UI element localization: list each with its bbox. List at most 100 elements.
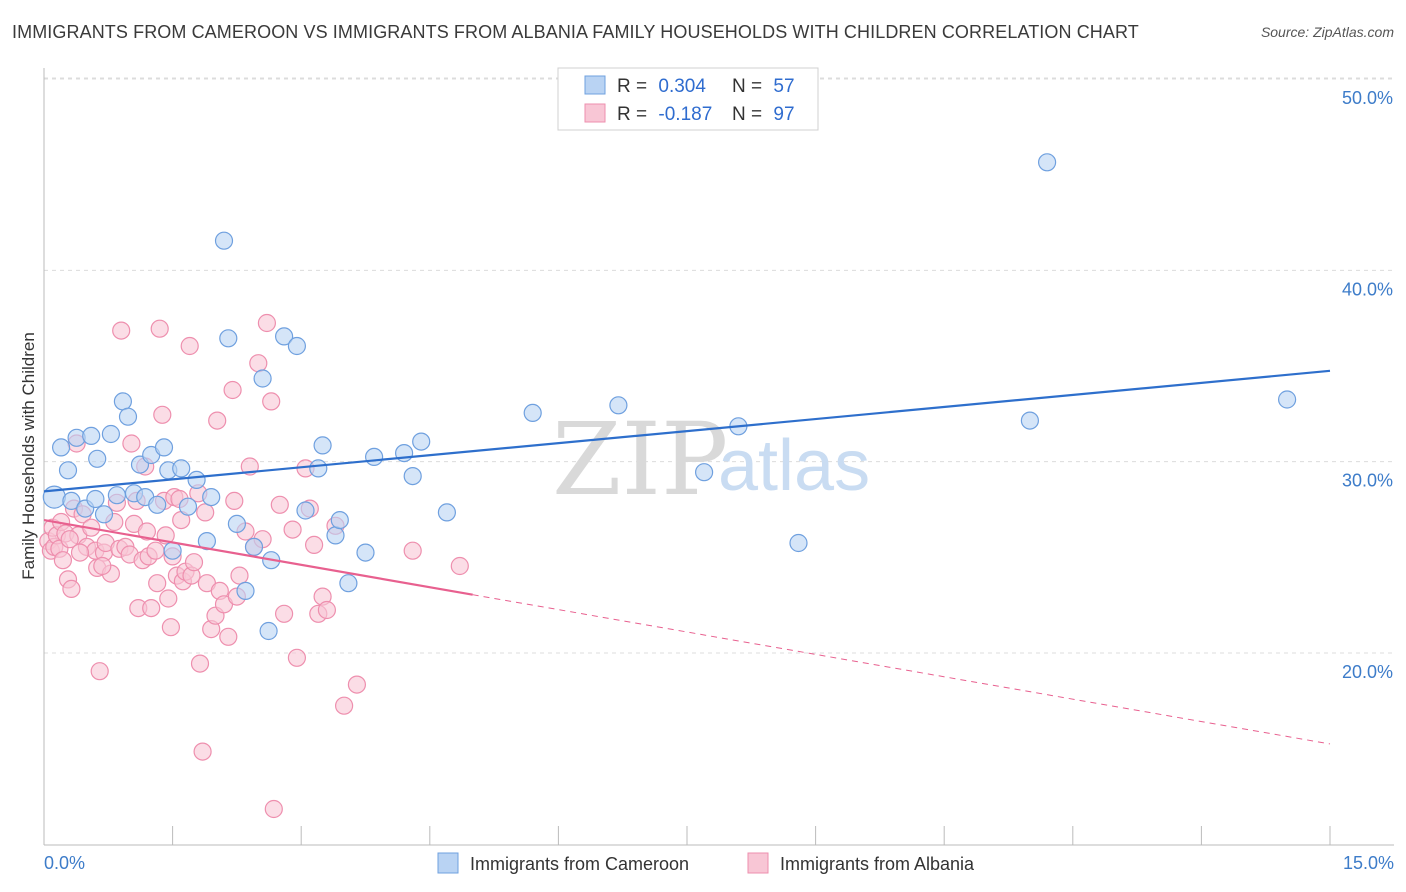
stats-legend: R = 0.304 N = 57 R = -0.187 N = 97 — [557, 67, 819, 131]
legend-n-value: 57 — [773, 76, 794, 97]
cameroon-point — [287, 336, 306, 356]
albania-point — [264, 799, 283, 819]
cameroon-point — [309, 459, 328, 478]
albania-point — [62, 579, 81, 599]
cameroon-point — [523, 403, 542, 422]
albania-point — [148, 574, 167, 593]
legend-swatch-albania — [584, 103, 606, 123]
albania-point — [190, 654, 210, 673]
albania-point — [403, 541, 422, 560]
cameroon-point — [154, 438, 174, 457]
legend-row-cameroon: R = 0.304 N = 57 — [617, 76, 795, 97]
cameroon-point — [214, 231, 234, 250]
cameroon-point — [244, 537, 264, 557]
albania-point — [305, 535, 324, 555]
cameroon-point — [101, 424, 121, 444]
cameroon-point — [51, 438, 71, 457]
legend-r-label: R = — [617, 104, 647, 125]
albania-point — [225, 491, 244, 510]
cameroon-point — [313, 436, 332, 455]
albania-point — [249, 354, 268, 373]
cameroon-point — [219, 329, 238, 348]
albania-point — [335, 696, 354, 715]
cameroon-point — [227, 514, 246, 534]
watermark: ZIP atlas — [552, 401, 870, 518]
y-tick-label: 20.0% — [1342, 662, 1393, 682]
albania-point — [150, 319, 169, 338]
cameroon-point — [330, 510, 349, 530]
cameroon-point — [118, 407, 138, 426]
legend-row-albania: R = -0.187 N = 97 — [617, 104, 795, 125]
albania-point — [60, 530, 79, 549]
legend-n-label: N = — [732, 76, 762, 97]
cameroon-trend-line — [43, 369, 1331, 493]
cameroon-point — [1037, 153, 1057, 172]
source-label: Source: ZipAtlas.com — [1260, 24, 1394, 40]
cameroon-point — [88, 449, 107, 468]
watermark-atlas: atlas — [718, 426, 870, 506]
cameroon-point — [1277, 390, 1297, 409]
albania-point — [93, 556, 112, 576]
albania-trend-line — [43, 518, 473, 596]
trend-lines — [43, 369, 1331, 745]
legend-swatch-cameroon — [584, 75, 606, 95]
cameroon-point — [86, 489, 105, 509]
albania-point — [142, 598, 161, 618]
cameroon-point — [236, 581, 255, 601]
albania-point — [317, 600, 336, 620]
albania-point — [146, 541, 165, 560]
cameroon-point — [107, 486, 127, 505]
albania-point — [137, 522, 156, 541]
albania-point — [230, 566, 249, 585]
albania-point — [193, 742, 212, 761]
cameroon-point — [113, 392, 133, 411]
cameroon-point — [62, 491, 81, 510]
x-ticks — [43, 826, 1331, 845]
cameroon-point — [197, 531, 216, 551]
legend-r-label: R = — [617, 76, 647, 97]
albania-point — [90, 662, 109, 681]
cameroon-point — [163, 541, 182, 560]
cameroon-point — [437, 503, 456, 522]
series-legend-swatch-albania — [747, 852, 769, 874]
albania-point — [70, 543, 90, 562]
albania-point — [53, 551, 73, 570]
y-tick-label: 30.0% — [1342, 471, 1393, 491]
albania-point — [223, 380, 242, 400]
series-legend-swatch-cameroon — [437, 852, 459, 874]
cameroon-point — [94, 505, 114, 524]
series-legend-label-albania: Immigrants from Albania — [780, 854, 975, 874]
cameroon-points — [42, 153, 1297, 641]
legend-r-value: -0.187 — [658, 104, 712, 125]
albania-points — [39, 313, 469, 819]
cameroon-point — [148, 495, 167, 514]
cameroon-point — [789, 533, 808, 553]
cameroon-point — [187, 470, 206, 489]
albania-point — [262, 392, 281, 411]
cameroon-point — [412, 432, 431, 451]
chart-title: IMMIGRANTS FROM CAMEROON VS IMMIGRANTS F… — [12, 22, 1139, 42]
cameroon-point — [202, 488, 221, 507]
cameroon-point — [694, 463, 714, 482]
cameroon-point — [259, 621, 278, 641]
legend-n-label: N = — [732, 104, 762, 125]
albania-point — [122, 434, 141, 453]
axes — [43, 68, 1394, 846]
watermark-zip: ZIP — [552, 401, 728, 518]
cameroon-point — [296, 501, 315, 520]
albania-point — [270, 495, 289, 514]
albania-point — [180, 336, 199, 356]
cameroon-point — [82, 426, 101, 445]
y-tick-labels: 20.0% 30.0% 40.0% 50.0% — [1342, 88, 1393, 682]
albania-point — [450, 556, 469, 576]
albania-trend-line-dashed — [472, 594, 1331, 745]
albania-point — [219, 627, 238, 646]
albania-point — [283, 520, 302, 539]
x-tick-label-max: 15.0% — [1343, 853, 1394, 873]
albania-point — [159, 589, 178, 608]
gridlines — [44, 77, 1394, 654]
albania-point — [208, 411, 227, 430]
cameroon-point — [253, 369, 272, 388]
y-tick-label: 50.0% — [1342, 88, 1393, 108]
